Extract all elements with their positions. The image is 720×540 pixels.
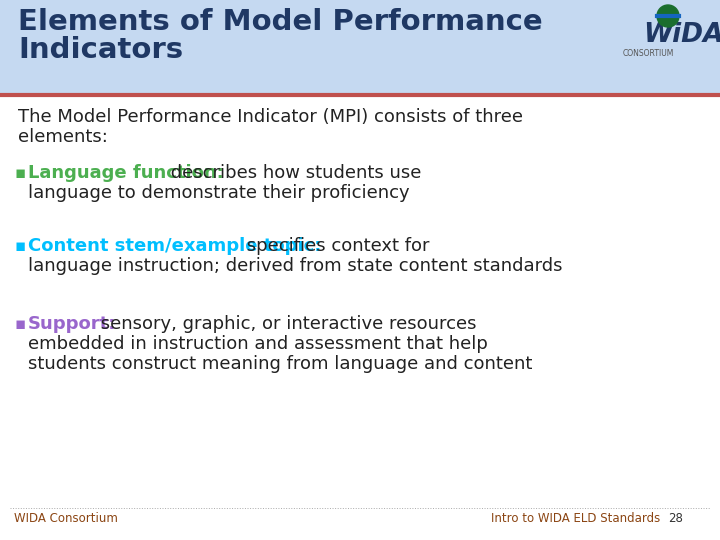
- Text: WiDA: WiDA: [643, 22, 720, 48]
- Circle shape: [657, 5, 679, 27]
- Text: Elements of Model Performance: Elements of Model Performance: [18, 8, 543, 36]
- Text: sensory, graphic, or interactive resources: sensory, graphic, or interactive resourc…: [95, 315, 477, 333]
- Text: language instruction; derived from state content standards: language instruction; derived from state…: [28, 257, 562, 275]
- Text: 28: 28: [668, 511, 683, 524]
- Text: elements:: elements:: [18, 128, 108, 146]
- Text: students construct meaning from language and content: students construct meaning from language…: [28, 355, 532, 373]
- Text: Language function:: Language function:: [28, 164, 224, 182]
- Text: language to demonstrate their proficiency: language to demonstrate their proficienc…: [28, 184, 410, 202]
- Text: embedded in instruction and assessment that help: embedded in instruction and assessment t…: [28, 335, 488, 353]
- Text: Indicators: Indicators: [18, 36, 183, 64]
- Text: Support:: Support:: [28, 315, 117, 333]
- Text: Intro to WIDA ELD Standards: Intro to WIDA ELD Standards: [491, 511, 660, 524]
- Text: WIDA Consortium: WIDA Consortium: [14, 511, 118, 524]
- Text: CONSORTIUM: CONSORTIUM: [622, 49, 674, 57]
- Text: ▪: ▪: [14, 164, 25, 182]
- Text: ▪: ▪: [14, 237, 25, 255]
- Text: ▪: ▪: [14, 315, 25, 333]
- Text: Content stem/example topic:: Content stem/example topic:: [28, 237, 321, 255]
- Text: The Model Performance Indicator (MPI) consists of three: The Model Performance Indicator (MPI) co…: [18, 108, 523, 126]
- Text: specifies context for: specifies context for: [241, 237, 430, 255]
- Text: describes how students use: describes how students use: [165, 164, 421, 182]
